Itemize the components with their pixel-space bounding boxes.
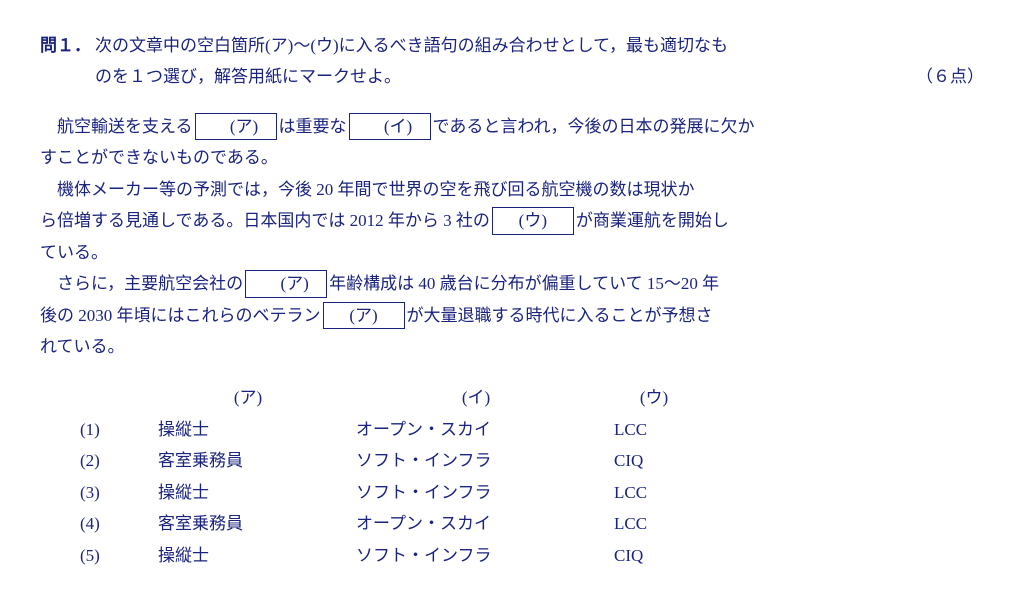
option-i: オープン・スカイ [356, 414, 614, 445]
blank-a: (ア) [195, 113, 277, 141]
option-u: LCC [614, 508, 712, 539]
passage-paragraph-1b: すことができないものである。 [40, 142, 984, 173]
prompt-line-1: 次の文章中の空白箇所(ア)～(ウ)に入るべき語句の組み合わせとして，最も適切なも [95, 30, 984, 61]
text: は重要な [279, 117, 347, 136]
prompt-text: のを１つ選び，解答用紙にマークせよ。 [95, 61, 401, 92]
option-a: 客室乗務員 [158, 508, 356, 539]
question-prompt: 次の文章中の空白箇所(ア)～(ウ)に入るべき語句の組み合わせとして，最も適切なも… [95, 30, 984, 93]
blank-i: (イ) [349, 113, 431, 141]
text: が商業運航を開始し [576, 211, 729, 230]
text: が大量退職する時代に入ることが予想さ [407, 306, 713, 325]
passage-paragraph-1: 航空輸送を支える(ア)は重要な(イ)であると言われ，今後の日本の発展に欠か [40, 111, 984, 142]
blank-u: (ウ) [492, 207, 574, 235]
option-u: LCC [614, 477, 712, 508]
col-header-a: (ア) [158, 382, 356, 413]
option-number: (5) [80, 540, 158, 571]
option-i: ソフト・インフラ [356, 477, 614, 508]
option-row: (2) 客室乗務員 ソフト・インフラ CIQ [80, 445, 712, 476]
text: 後の 2030 年頃にはこれらのベテラン [40, 306, 321, 325]
blank-a: (ア) [245, 270, 327, 298]
option-a: 操縦士 [158, 414, 356, 445]
passage-paragraph-2c: ている。 [40, 237, 984, 268]
option-a: 操縦士 [158, 540, 356, 571]
passage-paragraph-3: さらに，主要航空会社の(ア)年齢構成は 40 歳台に分布が偏重していて 15～2… [40, 268, 984, 299]
text: すことができないものである。 [40, 148, 278, 167]
option-u: CIQ [614, 445, 712, 476]
text: れている。 [40, 337, 125, 356]
option-row: (4) 客室乗務員 オープン・スカイ LCC [80, 508, 712, 539]
option-i: ソフト・インフラ [356, 540, 614, 571]
text: 年齢構成は 40 歳台に分布が偏重していて 15～20 年 [329, 274, 719, 293]
prompt-line-2: のを１つ選び，解答用紙にマークせよ。 （６点） [95, 61, 984, 92]
question-number: 問１． [40, 30, 91, 61]
blank-a: (ア) [323, 302, 405, 330]
passage-paragraph-2: 機体メーカー等の予測では，今後 20 年間で世界の空を飛び回る航空機の数は現状か [40, 174, 984, 205]
option-number: (1) [80, 414, 158, 445]
passage: 航空輸送を支える(ア)は重要な(イ)であると言われ，今後の日本の発展に欠か すこ… [40, 111, 984, 363]
text: 航空輸送を支える [57, 117, 193, 136]
option-number: (4) [80, 508, 158, 539]
options-table: (ア) (イ) (ウ) (1) 操縦士 オープン・スカイ LCC (2) 客室乗… [80, 382, 712, 571]
option-u: CIQ [614, 540, 712, 571]
option-number: (3) [80, 477, 158, 508]
col-header-u: (ウ) [614, 382, 712, 413]
col-header-i: (イ) [356, 382, 614, 413]
text: であると言われ，今後の日本の発展に欠か [433, 117, 755, 136]
passage-paragraph-3c: れている。 [40, 331, 984, 362]
points-label: （６点） [916, 61, 984, 92]
option-a: 操縦士 [158, 477, 356, 508]
option-row: (3) 操縦士 ソフト・インフラ LCC [80, 477, 712, 508]
passage-paragraph-3b: 後の 2030 年頃にはこれらのベテラン(ア)が大量退職する時代に入ることが予想… [40, 300, 984, 331]
text: 機体メーカー等の予測では，今後 20 年間で世界の空を飛び回る航空機の数は現状か [57, 180, 695, 199]
text: ている。 [40, 243, 108, 262]
passage-paragraph-2b: ら倍増する見通しである。日本国内では 2012 年から 3 社の(ウ)が商業運航… [40, 205, 984, 236]
text: さらに，主要航空会社の [57, 274, 243, 293]
option-row: (5) 操縦士 ソフト・インフラ CIQ [80, 540, 712, 571]
option-i: オープン・スカイ [356, 508, 614, 539]
options-header-row: (ア) (イ) (ウ) [80, 382, 712, 413]
option-a: 客室乗務員 [158, 445, 356, 476]
text: ら倍増する見通しである。日本国内では 2012 年から 3 社の [40, 211, 490, 230]
question-header: 問１． 次の文章中の空白箇所(ア)～(ウ)に入るべき語句の組み合わせとして，最も… [40, 30, 984, 93]
option-row: (1) 操縦士 オープン・スカイ LCC [80, 414, 712, 445]
option-number: (2) [80, 445, 158, 476]
option-i: ソフト・インフラ [356, 445, 614, 476]
option-u: LCC [614, 414, 712, 445]
